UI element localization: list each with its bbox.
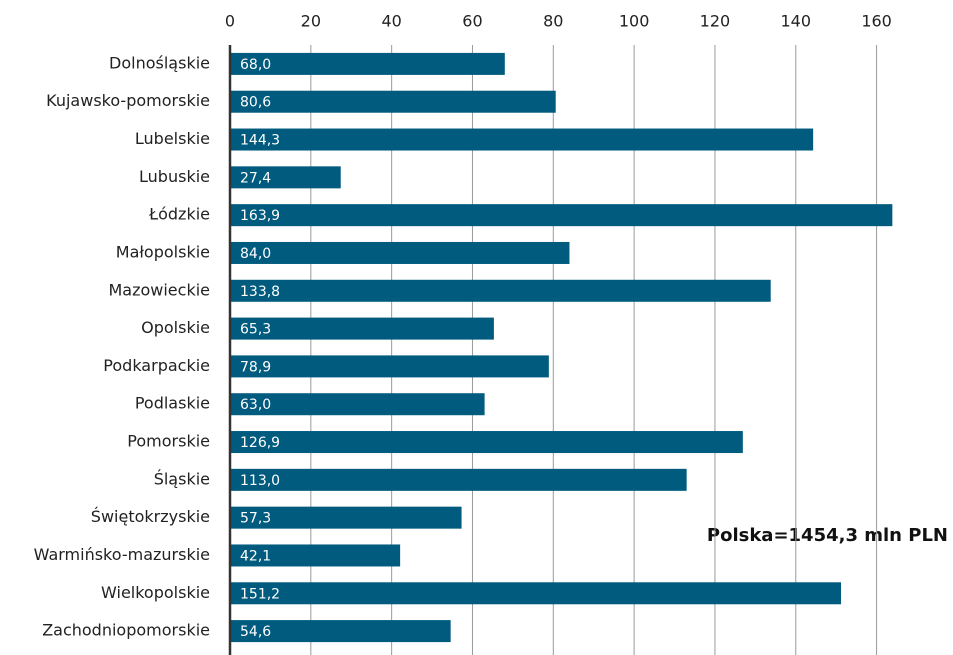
y-tick-label: Dolnośląskie (109, 53, 210, 72)
value-label: 144,3 (240, 133, 280, 149)
value-label: 163,9 (240, 208, 280, 224)
bar (230, 317, 494, 340)
bar (230, 431, 743, 454)
y-tick-label: Lubuskie (139, 167, 210, 186)
y-tick-label: Wielkopolskie (101, 583, 210, 602)
x-tick-label: 100 (619, 12, 650, 31)
bar (230, 544, 401, 567)
x-tick-label: 80 (543, 12, 563, 31)
value-label: 68,0 (240, 57, 271, 73)
value-label: 151,2 (240, 586, 280, 602)
value-label: 42,1 (240, 548, 271, 564)
bar (230, 468, 687, 491)
value-label: 63,0 (240, 397, 271, 413)
value-label: 133,8 (240, 284, 280, 300)
bar (230, 204, 893, 227)
bar (230, 166, 341, 189)
y-tick-label: Pomorskie (127, 432, 210, 451)
value-label: 54,6 (240, 624, 271, 640)
bar (230, 393, 485, 416)
bar (230, 90, 556, 113)
y-tick-label: Śląskie (154, 469, 210, 488)
value-label: 78,9 (240, 359, 271, 375)
y-tick-label: Świętokrzyskie (91, 507, 210, 526)
y-tick-label: Podkarpackie (103, 356, 210, 375)
x-tick-label: 20 (301, 12, 321, 31)
x-tick-label: 120 (700, 12, 731, 31)
bar (230, 241, 570, 264)
annotation: Polska=1454,3 mln PLN (707, 525, 948, 546)
y-tick-label: Łódzkie (148, 205, 210, 224)
value-label: 84,0 (240, 246, 271, 262)
x-tick-label: 160 (861, 12, 892, 31)
value-label: 126,9 (240, 435, 280, 451)
y-tick-label: Opolskie (141, 318, 210, 337)
y-tick-label: Zachodniopomorskie (42, 621, 210, 640)
y-tick-label: Kujawsko-pomorskie (46, 91, 210, 110)
value-label: 65,3 (240, 322, 271, 338)
bar (230, 506, 462, 529)
bar (230, 279, 771, 302)
bar (230, 582, 842, 605)
x-tick-label: 60 (462, 12, 482, 31)
y-tick-label: Lubelskie (135, 129, 210, 148)
value-label: 57,3 (240, 511, 271, 527)
bar (230, 620, 451, 643)
y-tick-label: Warmińsko-mazurskie (34, 545, 210, 564)
value-label: 80,6 (240, 95, 271, 111)
x-tick-label: 40 (381, 12, 401, 31)
value-label: 113,0 (240, 473, 280, 489)
y-tick-label: Mazowieckie (108, 280, 210, 299)
y-tick-label: Podlaskie (135, 394, 210, 413)
value-label: 27,4 (240, 170, 271, 186)
bar (230, 355, 549, 378)
bar (230, 128, 814, 151)
x-tick-label: 140 (780, 12, 811, 31)
x-tick-label: 0 (225, 12, 235, 31)
y-tick-label: Małopolskie (116, 242, 210, 261)
bar (230, 52, 505, 75)
